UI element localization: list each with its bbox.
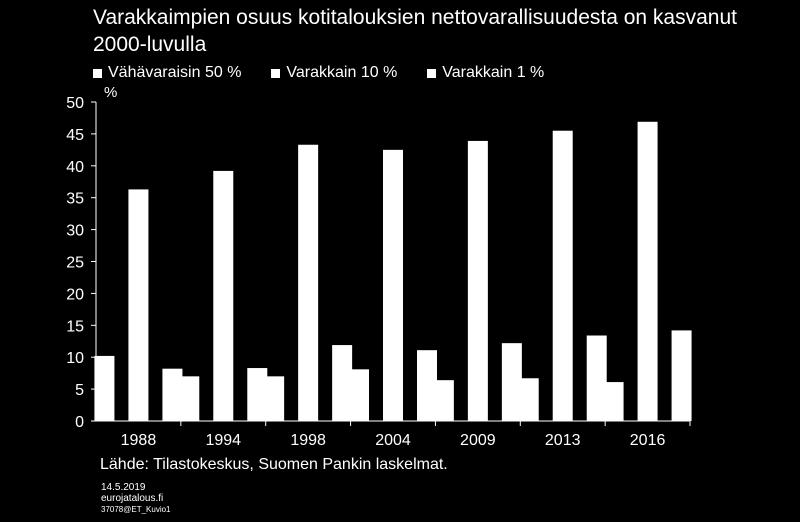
y-tick-label: 45 bbox=[66, 127, 84, 144]
legend-swatch bbox=[271, 68, 281, 78]
x-tick-label: 1998 bbox=[290, 432, 326, 449]
bar bbox=[501, 343, 522, 421]
y-tick-label: 50 bbox=[66, 95, 84, 112]
y-tick-label: 20 bbox=[66, 286, 84, 303]
bar bbox=[349, 369, 369, 421]
bar bbox=[433, 380, 454, 421]
bar bbox=[603, 382, 624, 421]
x-tick-label: 2013 bbox=[545, 432, 581, 449]
footer-site: eurojatalous.fi bbox=[101, 493, 164, 504]
bar bbox=[213, 170, 234, 421]
source-note: Lähde: Tilastokeskus, Suomen Pankin lask… bbox=[100, 456, 448, 473]
bar bbox=[247, 368, 268, 421]
legend-swatch bbox=[93, 68, 102, 78]
x-tick-label: 2009 bbox=[460, 432, 496, 449]
x-tick-label: 2016 bbox=[630, 432, 666, 449]
x-tick-label: 1994 bbox=[205, 432, 241, 449]
legend-item-top-10: Varakkain 10 % bbox=[271, 64, 397, 82]
y-tick-label: 15 bbox=[66, 318, 84, 335]
bar bbox=[671, 330, 692, 421]
legend-label: Varakkain 10 % bbox=[286, 64, 398, 81]
bar bbox=[518, 378, 539, 421]
legend-label: Vähävaraisin 50 % bbox=[108, 64, 242, 81]
legend-item-top-1: Varakkain 1 % bbox=[427, 64, 544, 82]
bar bbox=[94, 355, 115, 421]
bar bbox=[637, 121, 658, 421]
y-tick-label: 0 bbox=[75, 414, 84, 431]
chart-title: Varakkaimpien osuus kotitalouksien netto… bbox=[93, 6, 737, 56]
y-tick-label: 30 bbox=[66, 223, 84, 240]
bar bbox=[417, 350, 437, 421]
footer-date: 14.5.2019 bbox=[101, 482, 146, 493]
bar bbox=[298, 144, 319, 421]
bar bbox=[552, 130, 573, 421]
bar bbox=[179, 376, 200, 421]
footer: 14.5.2019 eurojatalous.fi 37078@ET_Kuvio… bbox=[101, 482, 171, 515]
bar bbox=[264, 376, 285, 421]
y-tick-label: 5 bbox=[75, 382, 84, 399]
bar bbox=[467, 140, 488, 421]
bar bbox=[162, 368, 183, 421]
legend-swatch bbox=[427, 68, 437, 78]
y-tick-label: 25 bbox=[66, 255, 84, 272]
y-tick-label: 10 bbox=[66, 350, 84, 367]
bar bbox=[383, 149, 403, 421]
bar bbox=[128, 189, 149, 421]
x-tick-label: 1988 bbox=[121, 432, 157, 449]
footer-code: 37078@ET_Kuvio1 bbox=[101, 505, 171, 514]
x-tick-label: 2004 bbox=[375, 432, 411, 449]
bar bbox=[332, 345, 353, 421]
legend-label: Varakkain 1 % bbox=[442, 64, 545, 81]
y-tick-label: 40 bbox=[66, 159, 84, 176]
bar bbox=[586, 335, 607, 421]
y-tick-label: 35 bbox=[66, 191, 84, 208]
y-unit-label: % bbox=[104, 84, 118, 101]
legend: Vähävaraisin 50 % Varakkain 10 % Varakka… bbox=[93, 63, 574, 83]
legend-item-bottom-50: Vähävaraisin 50 % bbox=[93, 64, 241, 82]
